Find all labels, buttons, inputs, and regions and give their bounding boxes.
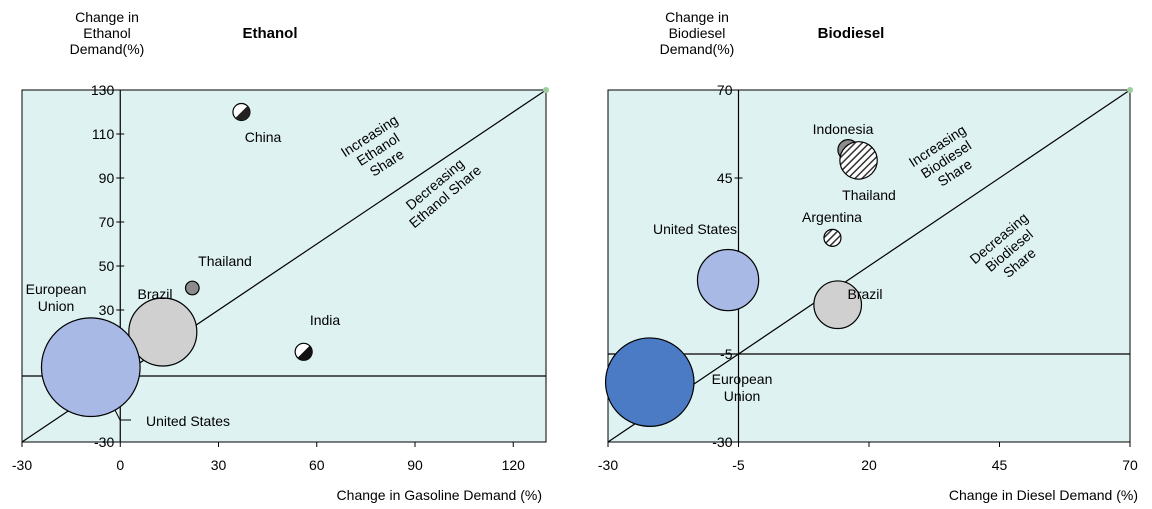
x-tick-label: 90 — [407, 457, 423, 473]
bubble-european-union — [604, 337, 695, 427]
x-tick-label: -30 — [598, 457, 618, 473]
y-tick-label: 50 — [99, 258, 115, 274]
x-tick-label: -30 — [12, 457, 32, 473]
y-tick-label: 130 — [91, 82, 115, 98]
point-label-argentina: Argentina — [802, 209, 862, 225]
y-tick-label: 110 — [92, 126, 115, 142]
x-tick-label: 0 — [116, 457, 124, 473]
bubble-brazil — [128, 297, 198, 367]
diagonal-end-marker — [543, 87, 549, 93]
x-tick-label: 70 — [1122, 457, 1138, 473]
point-label-european-union: European Union — [712, 371, 773, 404]
y-tick-label: 45 — [717, 170, 733, 186]
x-tick-label: -5 — [732, 457, 745, 473]
chart-title: Biodiesel — [818, 25, 885, 42]
ethanol-panel: -300306090120-30-101030507090110130Ethan… — [12, 9, 549, 503]
y-tick-label: 90 — [99, 170, 115, 186]
y-tick-label: 70 — [99, 214, 115, 230]
bubble-united-states — [40, 317, 141, 418]
x-tick-label: 45 — [992, 457, 1008, 473]
bubble-argentina — [823, 228, 842, 247]
y-tick-label: 70 — [717, 82, 733, 98]
x-tick-label: 30 — [211, 457, 227, 473]
point-label-indonesia: Indonesia — [813, 121, 874, 137]
bubble-united-states — [696, 248, 760, 312]
point-label-thailand: Thailand — [198, 253, 252, 269]
diagonal-line — [607, 89, 1131, 443]
point-label-brazil: Brazil — [847, 286, 882, 302]
bubble-fill-china — [235, 105, 250, 121]
y-axis-label: Change in Ethanol Demand(%) — [70, 9, 145, 57]
point-label-india: India — [310, 312, 341, 328]
y-tick-label: -30 — [712, 434, 732, 450]
x-tick-label: 60 — [309, 457, 325, 473]
point-label-united-states: United States — [146, 413, 230, 429]
x-tick-label: 120 — [502, 457, 526, 473]
x-axis-label: Change in Gasoline Demand (%) — [337, 487, 542, 503]
point-label-china: China — [245, 129, 282, 145]
x-tick-label: 20 — [861, 457, 877, 473]
y-axis-label: Change in Biodiesel Demand(%) — [660, 9, 735, 57]
x-axis-label: Change in Diesel Demand (%) — [949, 487, 1138, 503]
y-tick-label: -5 — [720, 346, 733, 362]
y-tick-label: -30 — [94, 434, 114, 450]
bubble-brazil — [813, 280, 863, 330]
point-label-brazil: Brazil — [137, 286, 172, 302]
chart-title: Ethanol — [243, 25, 298, 42]
point-label-european-union: European Union — [26, 281, 87, 314]
diagonal-end-marker — [1127, 87, 1133, 93]
y-tick-label: 30 — [99, 302, 115, 318]
point-label-united-states: United States — [653, 221, 737, 237]
bubble-fill-india — [297, 345, 313, 361]
bubble-thailand — [184, 280, 200, 296]
point-label-thailand: Thailand — [842, 187, 896, 203]
bubble-thailand — [839, 141, 878, 180]
